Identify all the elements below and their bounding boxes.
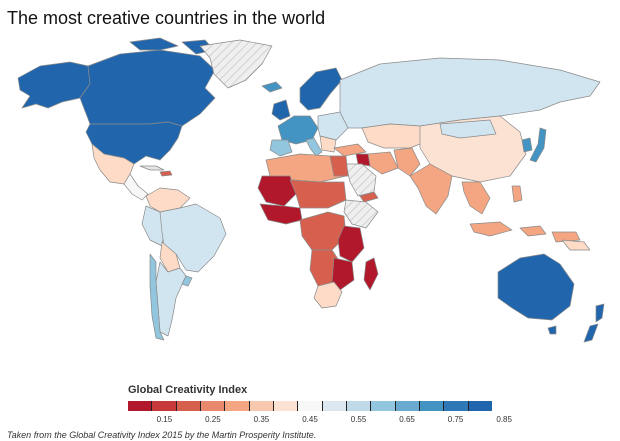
new-zealand[interactable] (583, 303, 605, 343)
legend-swatch (176, 401, 201, 411)
korea[interactable] (521, 137, 533, 153)
cuba[interactable] (139, 165, 165, 171)
legend-swatch (468, 401, 492, 411)
saudi-arabia[interactable] (345, 163, 377, 197)
world-map[interactable] (0, 36, 620, 376)
source-note: Taken from the Global Creativity Index 2… (7, 430, 317, 440)
papua-new-guinea[interactable] (561, 239, 591, 251)
legend-tick-label: 0.85 (496, 415, 512, 424)
colombia-venezuela[interactable] (145, 187, 191, 213)
west-africa[interactable] (259, 203, 303, 225)
chile[interactable] (149, 253, 165, 341)
legend-tick-label: 0.55 (350, 415, 367, 424)
legend-swatch (322, 401, 347, 411)
legend-swatch (249, 401, 274, 411)
haiti-dominican-republic[interactable] (159, 170, 173, 177)
legend-swatch (298, 401, 323, 411)
legend-swatch (371, 401, 396, 411)
russia[interactable] (339, 57, 601, 129)
egypt[interactable] (329, 155, 349, 177)
legend-tick-label: 0.75 (447, 415, 464, 424)
southeast-asia[interactable] (461, 181, 491, 215)
japan[interactable] (529, 127, 547, 163)
united-kingdom-ireland[interactable] (271, 99, 291, 121)
sahel[interactable] (289, 179, 347, 209)
legend-tick-label: 0.15 (156, 415, 173, 424)
legend-swatch (152, 401, 177, 411)
legend-swatch (225, 401, 250, 411)
legend-swatch (128, 401, 153, 411)
tasmania[interactable] (547, 325, 557, 335)
legend-swatch (419, 401, 445, 411)
east-africa[interactable] (337, 225, 365, 263)
world-map-svg (17, 37, 605, 343)
legend-tick-labels: 0.15 0.25 0.35 0.45 0.55 0.65 0.75 0.85 (128, 415, 512, 427)
iceland[interactable] (261, 81, 283, 93)
indonesia[interactable] (469, 221, 581, 243)
india[interactable] (409, 163, 453, 215)
legend-title: Global Creativity Index (128, 384, 248, 396)
afghanistan-pakistan[interactable] (393, 147, 421, 177)
mongolia[interactable] (439, 119, 497, 139)
central-america[interactable] (123, 173, 149, 201)
legend-swatch (273, 401, 299, 411)
south-africa[interactable] (313, 281, 343, 309)
ethiopia-horn[interactable] (343, 199, 379, 229)
balkans[interactable] (319, 135, 337, 153)
australia[interactable] (497, 253, 575, 321)
iran[interactable] (367, 151, 399, 175)
canada[interactable] (79, 49, 216, 127)
legend-swatch (200, 401, 226, 411)
iberia[interactable] (269, 139, 293, 157)
greenland[interactable] (199, 39, 273, 89)
legend-tick-label: 0.65 (399, 415, 415, 424)
legend-color-scale (128, 401, 492, 411)
legend-tick-label: 0.25 (205, 415, 221, 424)
yemen[interactable] (359, 191, 379, 203)
legend-tick-label: 0.35 (253, 415, 270, 424)
scandinavia[interactable] (299, 67, 343, 111)
legend-tick-label: 0.45 (302, 415, 318, 424)
alaska[interactable] (17, 61, 91, 109)
uruguay[interactable] (181, 275, 193, 287)
argentina[interactable] (155, 261, 187, 337)
legend-swatch (346, 401, 372, 411)
italy[interactable] (305, 137, 323, 157)
madagascar[interactable] (363, 257, 379, 291)
map-title: The most creative countries in the world (7, 8, 326, 28)
legend-swatch (444, 401, 469, 411)
southern-africa-east[interactable] (331, 257, 355, 291)
legend-swatch (395, 401, 420, 411)
iraq[interactable] (355, 153, 371, 167)
turkey[interactable] (333, 143, 367, 157)
philippines[interactable] (511, 185, 523, 203)
